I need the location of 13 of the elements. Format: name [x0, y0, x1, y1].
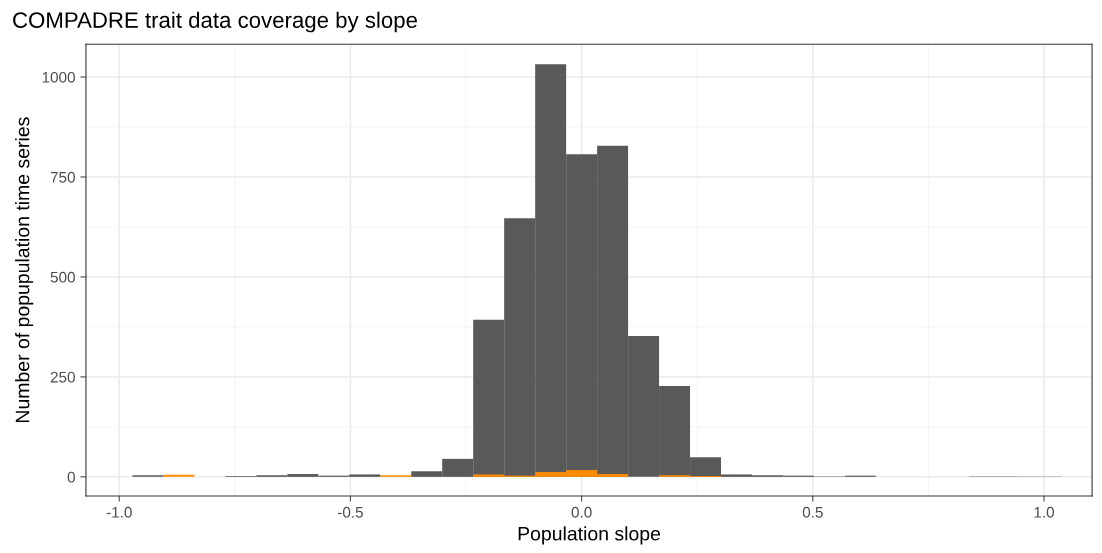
x-tick-label: -0.5	[337, 506, 363, 518]
y-tick-label: 250	[50, 371, 75, 383]
x-tick-label: 1.0	[1034, 506, 1055, 518]
y-tick-label: 500	[50, 271, 75, 283]
x-tick-label: -1.0	[106, 506, 132, 518]
y-tick-label: 0	[67, 471, 75, 483]
x-axis-title: Population slope	[518, 526, 661, 545]
y-tick-label: 1000	[42, 71, 75, 83]
y-axis-title: Number of popupulation time series	[15, 117, 34, 423]
x-tick-label: 0.0	[571, 506, 592, 518]
x-tick-label: 0.5	[802, 506, 823, 518]
chart-title: COMPADRE trait data coverage by slope	[13, 11, 417, 33]
y-tick-label: 750	[50, 171, 75, 183]
